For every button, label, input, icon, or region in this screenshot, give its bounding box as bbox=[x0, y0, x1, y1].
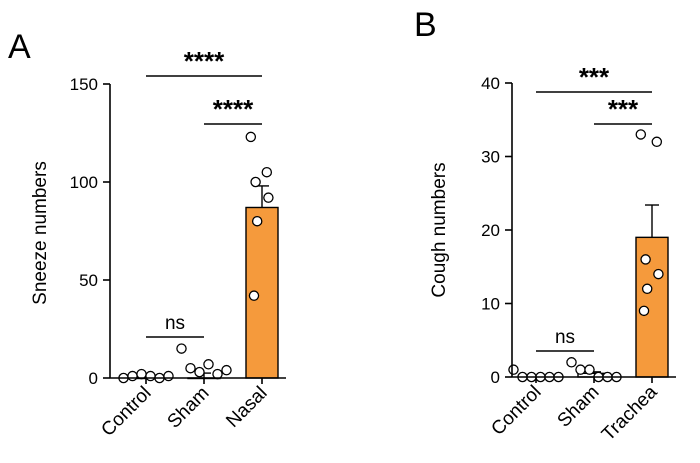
panel-b-y-axis-title: Cough numbers bbox=[429, 162, 450, 297]
data-point bbox=[566, 357, 577, 368]
data-point bbox=[640, 254, 651, 265]
data-point bbox=[176, 343, 187, 354]
panel-b-axes bbox=[511, 83, 676, 383]
panel-a: A Sneeze numbers 0 50 100 150 **** **** ns Co… bbox=[8, 28, 286, 441]
y-tick-label: 10 bbox=[481, 295, 500, 314]
data-point bbox=[251, 215, 263, 227]
y-tick-label: 150 bbox=[70, 75, 98, 94]
category-label-nasal: Nasal bbox=[222, 383, 271, 432]
data-point bbox=[145, 370, 156, 382]
data-point bbox=[203, 359, 214, 370]
data-point bbox=[263, 192, 274, 203]
data-point bbox=[584, 364, 595, 375]
data-point bbox=[194, 366, 205, 378]
panel-b-y-ticks: 0 10 20 30 40 bbox=[481, 74, 512, 387]
ns-label: ns bbox=[555, 327, 575, 348]
data-point bbox=[575, 364, 586, 375]
data-point bbox=[127, 370, 138, 382]
data-point bbox=[508, 364, 519, 375]
ns-label: ns bbox=[165, 313, 185, 334]
data-point bbox=[245, 131, 257, 143]
data-point bbox=[185, 362, 196, 374]
y-tick-label: 0 bbox=[491, 368, 500, 387]
data-point bbox=[248, 290, 260, 301]
panel-a-axes bbox=[109, 84, 286, 384]
data-point bbox=[221, 364, 232, 376]
data-point bbox=[651, 136, 663, 148]
significance-label: *** bbox=[608, 94, 639, 124]
significance-label: **** bbox=[213, 94, 254, 124]
significance-label: **** bbox=[184, 46, 225, 76]
data-point bbox=[641, 283, 653, 295]
data-point bbox=[638, 305, 650, 317]
y-tick-label: 0 bbox=[89, 369, 98, 388]
category-label-control: Control bbox=[97, 383, 155, 441]
category-label-trachea: Trachea bbox=[598, 381, 662, 445]
data-point bbox=[635, 129, 647, 140]
significance-label: *** bbox=[579, 62, 610, 92]
category-label-sham: Sham bbox=[554, 382, 604, 432]
panel-a-letter: A bbox=[8, 28, 31, 66]
data-point bbox=[163, 370, 174, 382]
panel-b-letter: B bbox=[414, 6, 437, 44]
y-tick-label: 20 bbox=[481, 221, 500, 240]
data-point bbox=[653, 268, 664, 280]
category-label-sham: Sham bbox=[164, 383, 214, 433]
panel-a-categories: Control Sham Nasal bbox=[97, 383, 271, 441]
y-tick-label: 30 bbox=[481, 148, 500, 167]
panel-b-brackets: ****** ns bbox=[536, 62, 652, 352]
y-tick-label: 100 bbox=[70, 173, 98, 192]
panel-a-bars bbox=[129, 185, 279, 380]
panel-a-brackets: **** **** ns bbox=[146, 46, 262, 338]
data-point bbox=[250, 176, 261, 188]
data-point bbox=[261, 166, 273, 178]
y-tick-label: 50 bbox=[79, 271, 98, 290]
y-tick-label: 40 bbox=[481, 74, 500, 93]
panel-b: B Cough numbers 0 10 20 30 40 ****** ns Contr… bbox=[414, 6, 676, 445]
panel-a-y-ticks: 0 50 100 150 bbox=[70, 75, 110, 388]
category-label-control: Control bbox=[487, 382, 545, 440]
panel-a-y-axis-title: Sneeze numbers bbox=[30, 161, 51, 305]
